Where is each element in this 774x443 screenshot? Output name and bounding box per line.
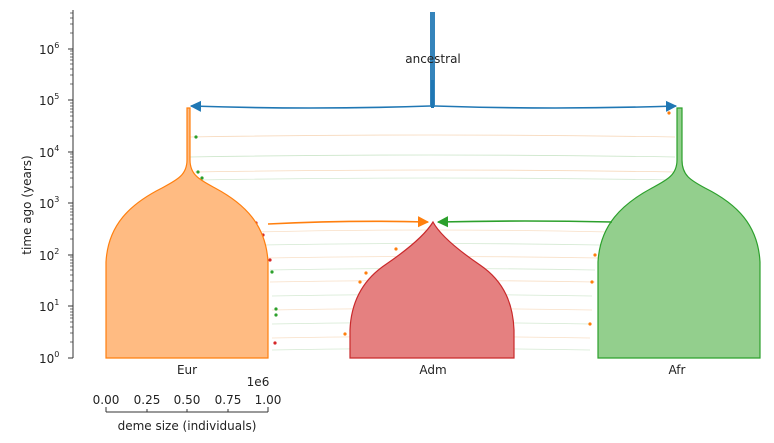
y-tick-label: 102 [39, 247, 59, 263]
y-axis-label: time ago (years) [20, 155, 34, 254]
deme-label-ancestral: ancestral [405, 52, 461, 66]
y-tick-label: 105 [39, 92, 59, 108]
y-tick-label: 101 [39, 298, 59, 314]
size-tick-label: 1.00 [255, 393, 282, 407]
size-scale-bar: 1e6 0.00 0.25 0.50 0.75 1.00 deme size (… [93, 375, 282, 433]
deme-afr [597, 107, 761, 359]
deme-label-eur: Eur [177, 363, 197, 377]
deme-label-adm: Adm [419, 363, 446, 377]
deme-ancestral [430, 12, 435, 108]
y-axis [68, 10, 74, 359]
size-tick-label: 0.75 [215, 393, 242, 407]
y-tick-label: 104 [39, 144, 59, 160]
y-tick-label: 103 [39, 195, 59, 211]
size-scale-offset: 1e6 [247, 375, 270, 389]
y-tick-labels: 100 101 102 103 104 105 106 [39, 41, 59, 366]
size-tick-label: 0.25 [134, 393, 161, 407]
arrow-ancestral-afr [434, 100, 678, 112]
arrow-ancestral-eur [189, 100, 431, 112]
y-tick-label: 106 [39, 41, 59, 57]
size-tick-label: 0.50 [174, 393, 201, 407]
ancestry-arrows [189, 100, 678, 228]
size-tick-label: 0.00 [93, 393, 120, 407]
y-tick-label: 100 [39, 350, 59, 366]
arrow-eur-adm [267, 216, 430, 228]
y-axis-ticks [68, 48, 73, 359]
size-scale-label: deme size (individuals) [118, 419, 257, 433]
deme-eur [105, 107, 269, 359]
arrow-afr-adm [436, 216, 613, 228]
deme-label-afr: Afr [669, 363, 686, 377]
y-axis-minor-ticks [70, 12, 73, 343]
deme-adm [349, 220, 515, 359]
